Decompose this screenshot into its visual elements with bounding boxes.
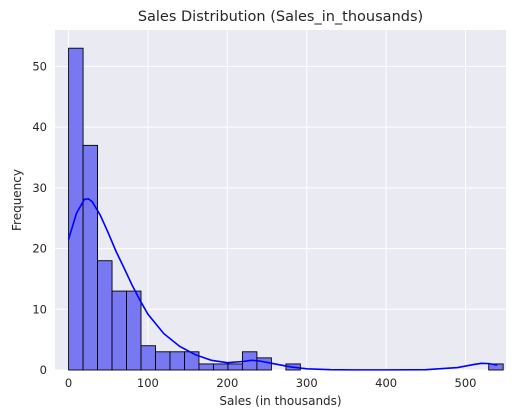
histogram-bar	[488, 363, 504, 371]
histogram-bar	[97, 260, 113, 371]
y-tick-label: 0	[40, 363, 47, 377]
histogram-bar	[126, 290, 142, 371]
chart-title: Sales Distribution (Sales_in_thousands)	[138, 9, 423, 25]
x-tick-label: 0	[65, 376, 72, 390]
x-tick-label: 200	[216, 376, 238, 390]
x-axis-label: Sales (in thousands)	[219, 394, 341, 408]
histogram-bar	[169, 351, 185, 371]
histogram-bars	[68, 47, 504, 371]
x-axis-ticks: 0 100 200 300 400 500	[65, 376, 477, 390]
histogram-bar	[213, 363, 229, 371]
histogram-bar	[155, 351, 171, 371]
y-tick-label: 40	[32, 120, 47, 134]
histogram-bar	[82, 144, 99, 371]
histogram-bar	[184, 351, 200, 371]
y-tick-label: 50	[32, 59, 47, 73]
y-tick-label: 10	[32, 302, 47, 316]
histogram-bar	[68, 47, 84, 371]
histogram-bar	[111, 290, 127, 371]
y-tick-label: 30	[32, 181, 47, 195]
y-axis-ticks: 0 10 20 30 40 50	[32, 59, 47, 377]
kde-curve	[67, 197, 498, 371]
histogram-bar	[227, 363, 243, 371]
x-tick-label: 500	[455, 376, 477, 390]
x-tick-label: 100	[137, 376, 159, 390]
y-axis-label: Frequency	[10, 169, 24, 231]
histogram-bar	[140, 345, 156, 371]
histogram-bar	[198, 363, 214, 371]
y-tick-label: 20	[32, 242, 47, 256]
x-tick-label: 300	[296, 376, 318, 390]
x-tick-label: 400	[375, 376, 397, 390]
histogram-bar	[256, 357, 272, 371]
